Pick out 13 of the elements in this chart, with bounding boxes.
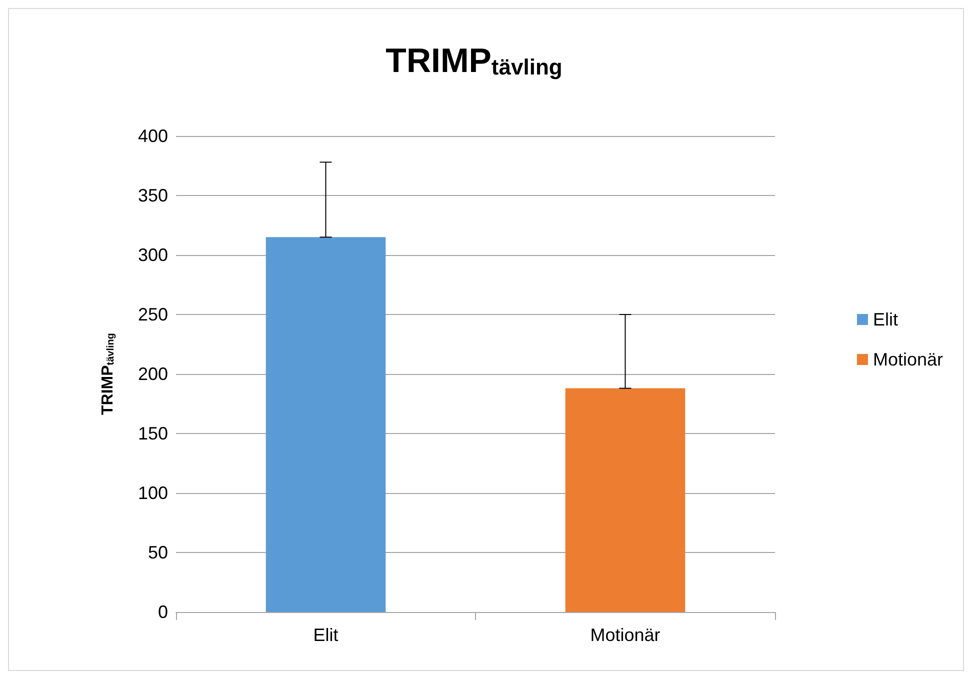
y-tick-label: 50 <box>148 542 168 562</box>
y-tick-label: 150 <box>138 424 168 444</box>
y-tick-label: 400 <box>138 126 168 146</box>
y-tick-label: 250 <box>138 304 168 324</box>
y-tick-label: 300 <box>138 245 168 265</box>
chart-title: TRIMPtävling <box>386 42 562 80</box>
y-tick-label: 200 <box>138 364 168 384</box>
y-tick-label: 0 <box>158 602 168 622</box>
y-tick-label: 350 <box>138 186 168 206</box>
legend-label: Motionär <box>872 350 944 370</box>
y-axis-title: TRIMPtävling <box>100 332 116 416</box>
y-tick-label: 100 <box>138 483 168 503</box>
legend-label: Elit <box>872 310 898 330</box>
